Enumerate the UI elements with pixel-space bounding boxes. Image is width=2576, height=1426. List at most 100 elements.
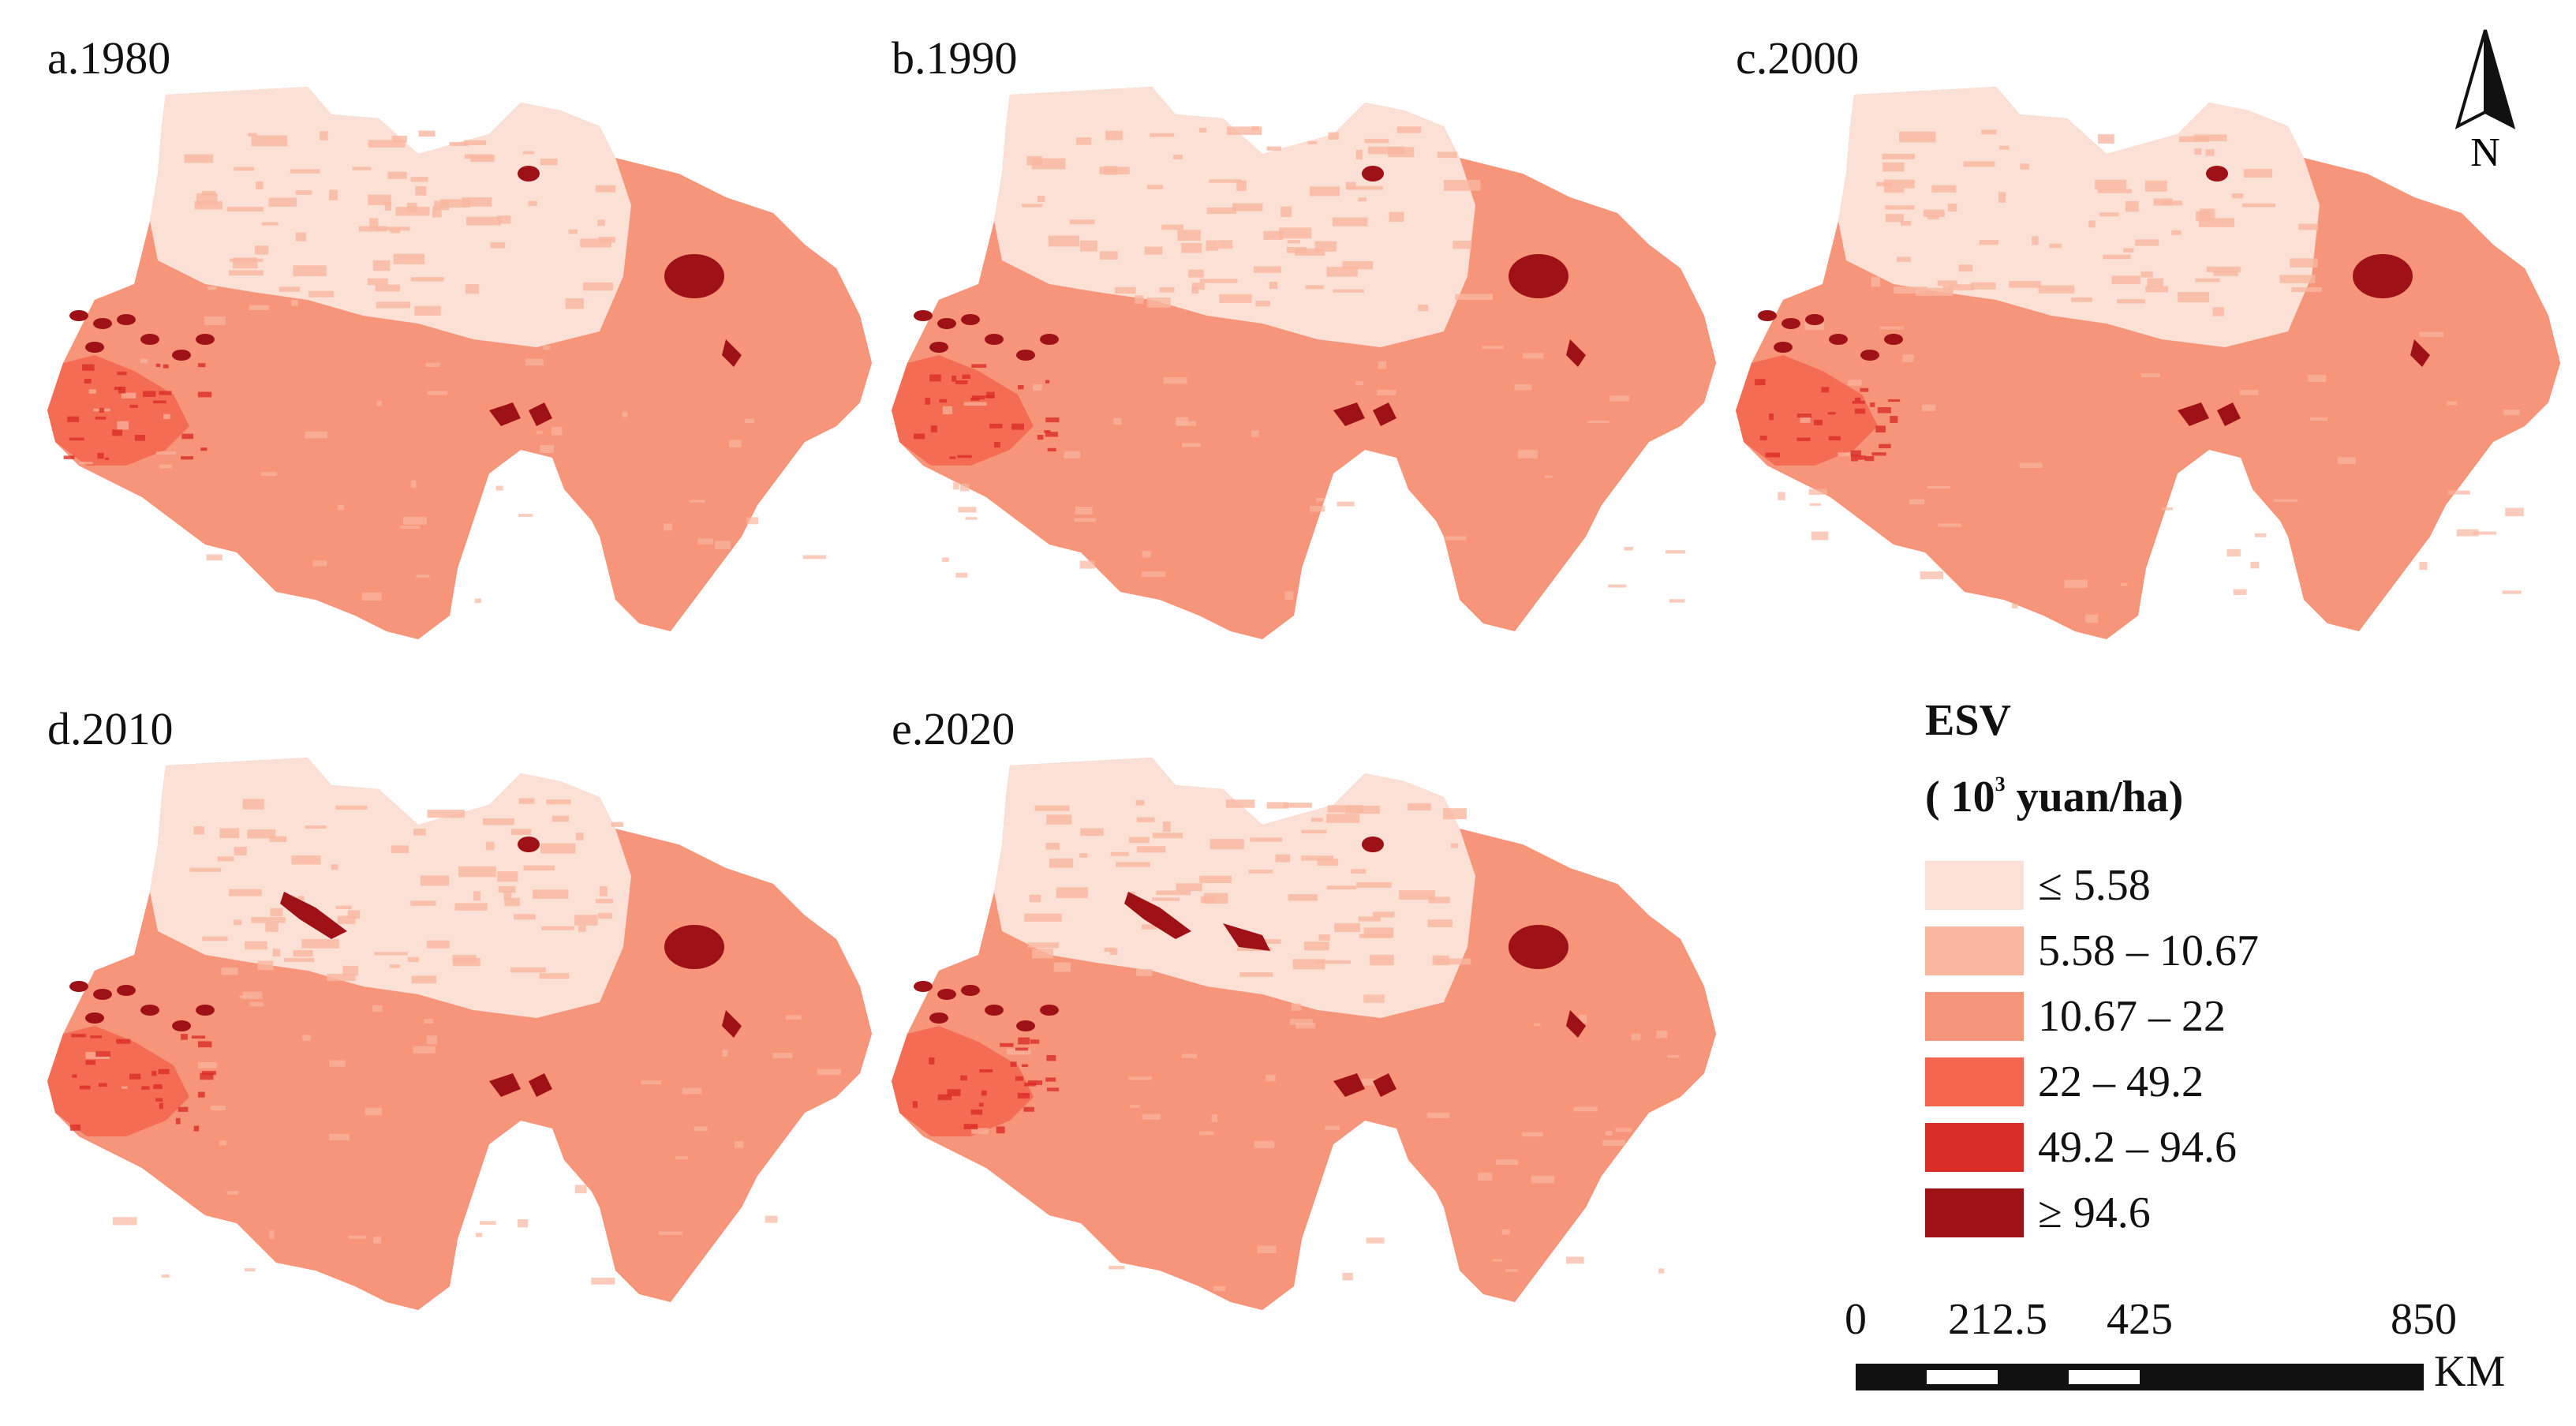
- speckle: [427, 810, 465, 818]
- speckle: [641, 1080, 662, 1085]
- speckle: [1024, 913, 1062, 922]
- speckle: [1811, 531, 1829, 541]
- speckle: [1396, 126, 1422, 133]
- legend-item: ≥ 94.6: [1925, 1180, 2398, 1245]
- speckle: [368, 194, 391, 205]
- speckle: [1778, 492, 1785, 500]
- speckle: [141, 1086, 150, 1090]
- speckle: [574, 1185, 587, 1194]
- lake: [1362, 837, 1384, 852]
- speckle: [2456, 529, 2479, 537]
- speckle: [1885, 214, 1904, 223]
- speckle: [1152, 897, 1180, 901]
- lake: [280, 892, 347, 939]
- speckle: [2123, 248, 2134, 253]
- speckle: [400, 526, 421, 529]
- speckle: [1213, 1286, 1226, 1291]
- speckle: [1018, 384, 1024, 390]
- speckle: [955, 380, 968, 384]
- speckle: [1099, 167, 1130, 174]
- speckle: [2111, 275, 2140, 285]
- speckle: [454, 903, 488, 911]
- speckle: [257, 960, 274, 971]
- speckle: [1024, 1082, 1036, 1087]
- eastern-zone: [1444, 174, 1716, 505]
- speckle: [1870, 402, 1875, 407]
- speckle: [482, 818, 514, 825]
- speckle: [1669, 599, 1685, 603]
- speckle: [1809, 503, 1821, 506]
- speckle: [930, 425, 937, 432]
- legend-unit-suffix: yuan/ha): [2005, 773, 2184, 822]
- speckle: [393, 253, 425, 264]
- speckle: [1882, 153, 1915, 159]
- speckle: [85, 1060, 95, 1065]
- speckle: [2233, 589, 2247, 596]
- speckle: [198, 1041, 212, 1048]
- speckle: [1046, 1087, 1060, 1091]
- speckle: [175, 1117, 181, 1125]
- speckle: [206, 554, 222, 561]
- speckle: [196, 193, 218, 204]
- western-high-zone: [47, 1026, 189, 1136]
- speckle: [90, 1035, 103, 1039]
- speckle: [413, 1046, 436, 1054]
- speckle: [208, 286, 217, 290]
- speckle: [497, 215, 511, 224]
- speckle: [327, 974, 356, 982]
- lake: [529, 1073, 552, 1097]
- north-label: N: [2470, 130, 2500, 174]
- speckle: [986, 391, 995, 399]
- speckle: [1443, 179, 1481, 191]
- speckle: [2241, 203, 2275, 208]
- speckle: [689, 500, 705, 503]
- speckle: [221, 968, 238, 975]
- panel-title: b.1990: [892, 32, 1018, 84]
- western-high-zone: [1736, 355, 1878, 466]
- speckle: [1181, 1054, 1198, 1058]
- speckle: [1531, 1176, 1555, 1184]
- speckle: [1074, 518, 1097, 522]
- speckle: [1104, 947, 1116, 953]
- speckle: [1884, 188, 1905, 193]
- speckle: [140, 358, 148, 364]
- speckle: [1159, 286, 1175, 293]
- speckle: [1579, 1015, 1587, 1024]
- speckle: [942, 557, 949, 563]
- lake: [1566, 339, 1586, 367]
- speckle: [591, 1278, 615, 1285]
- speckle: [2095, 179, 2127, 190]
- speckle: [1142, 1113, 1161, 1120]
- speckle: [1046, 1054, 1056, 1061]
- speckle: [210, 1106, 226, 1111]
- speckle: [1301, 829, 1327, 834]
- speckle: [200, 447, 208, 451]
- speckle: [269, 1230, 275, 1240]
- speckle: [1047, 447, 1056, 451]
- lake: [1566, 1010, 1586, 1038]
- speckle: [84, 379, 92, 384]
- speckle: [295, 190, 312, 195]
- legend: ESV ( 103 yuan/ha) ≤ 5.58 5.58 – 10.67 1…: [1925, 694, 2398, 1247]
- speckle: [599, 886, 608, 896]
- speckle: [1821, 387, 1830, 393]
- speckle: [2011, 604, 2018, 608]
- map-panel-a: a.1980: [47, 32, 884, 726]
- speckle: [335, 905, 352, 910]
- speckle: [1361, 1078, 1378, 1086]
- speckle: [1888, 399, 1901, 402]
- speckle: [1310, 186, 1340, 196]
- speckle: [375, 284, 401, 292]
- speckle: [2290, 258, 2318, 268]
- speckle: [1188, 269, 1204, 278]
- speckle: [291, 855, 321, 865]
- speckle: [226, 1191, 239, 1195]
- speckle: [112, 429, 122, 436]
- speckle: [1064, 451, 1080, 458]
- speckle: [424, 1019, 433, 1024]
- speckle: [1045, 417, 1060, 423]
- north-arrow: N: [2442, 24, 2529, 175]
- speckle: [2291, 286, 2322, 293]
- speckle: [293, 949, 313, 957]
- speckle: [1046, 814, 1072, 825]
